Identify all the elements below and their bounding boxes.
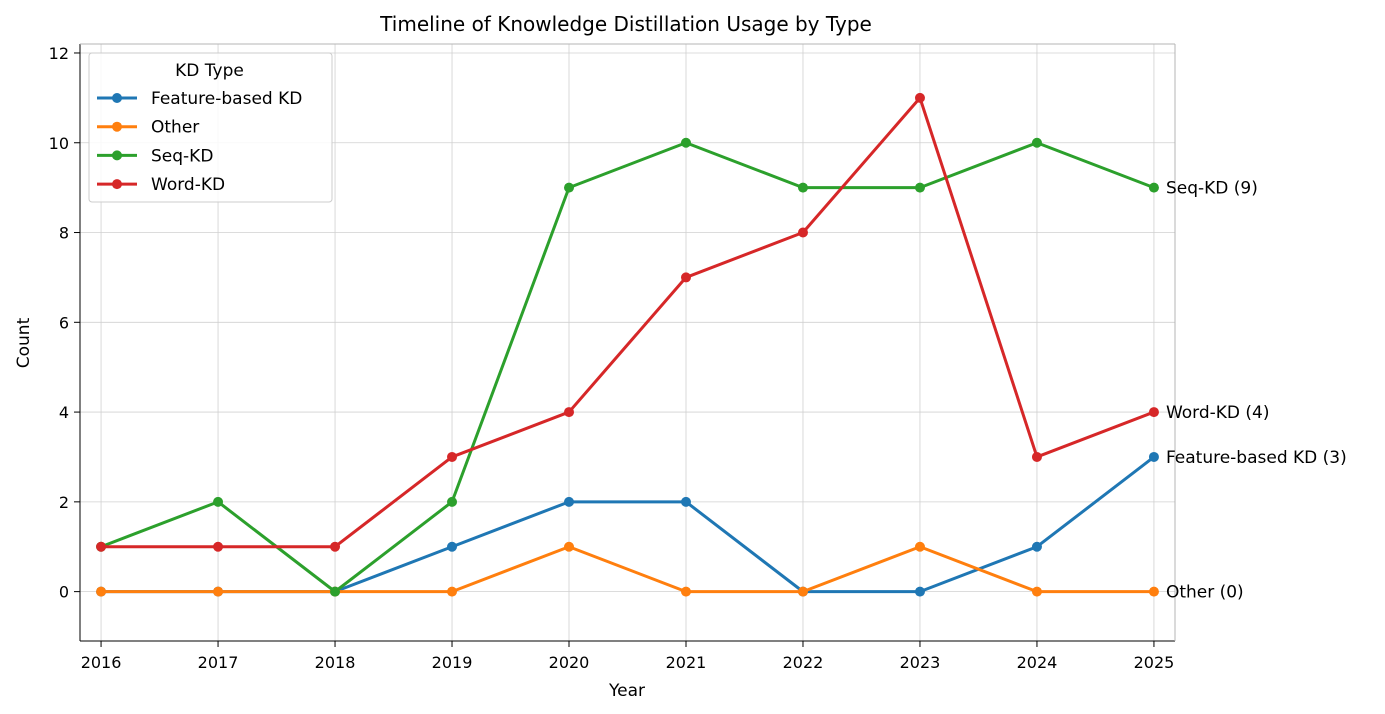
data-point — [96, 541, 107, 552]
data-point — [447, 496, 458, 507]
data-point — [447, 541, 458, 552]
data-point — [564, 541, 575, 552]
data-point — [1031, 451, 1042, 462]
y-tick-label: 2 — [59, 493, 69, 512]
end-label-word-kd: Word-KD (4) — [1166, 403, 1270, 423]
end-label-seq-kd: Seq-KD (9) — [1166, 179, 1258, 199]
series-other — [96, 541, 1159, 597]
end-labels: Feature-based KD (3) Other (0) Seq-KD (9) W… — [1166, 179, 1347, 603]
series-layer — [96, 92, 1159, 597]
axes: 2016 2017 2018 2019 2020 2021 2022 2023 2024 2025… — [49, 43, 1176, 672]
x-tick-label: 2016 — [81, 653, 122, 672]
data-point — [797, 182, 808, 193]
legend-swatch-marker — [112, 179, 122, 190]
data-point — [564, 407, 575, 418]
x-axis-label: Year — [608, 681, 645, 701]
data-point — [680, 272, 691, 283]
data-point — [914, 586, 925, 597]
data-point — [914, 541, 925, 552]
legend-item-other: Other — [97, 118, 199, 138]
x-tick-label: 2025 — [1134, 653, 1175, 672]
x-tick-label: 2022 — [783, 653, 824, 672]
data-point — [1031, 137, 1042, 148]
data-point — [447, 586, 458, 597]
series-word-kd — [96, 92, 1159, 552]
y-axis-label: Count — [14, 317, 34, 368]
x-tick-label: 2023 — [900, 653, 941, 672]
data-point — [680, 137, 691, 148]
legend-label: Seq-KD — [151, 146, 213, 166]
series-feature-based-kd — [96, 451, 1159, 597]
legend-label: Feature-based KD — [151, 89, 302, 109]
legend-item-feature-based-kd: Feature-based KD — [97, 89, 302, 109]
data-point — [447, 451, 458, 462]
series-seq-kd — [96, 137, 1159, 597]
x-tick-label: 2020 — [549, 653, 590, 672]
legend-box — [88, 52, 333, 203]
y-tick-label: 10 — [49, 134, 69, 153]
data-point — [96, 586, 107, 597]
legend-item-seq-kd: Seq-KD — [97, 146, 213, 166]
data-point — [330, 586, 341, 597]
data-point — [914, 92, 925, 103]
y-tick-label: 0 — [59, 583, 69, 602]
series-line — [99, 141, 1156, 594]
series-line — [99, 455, 1156, 594]
y-tick-label: 4 — [59, 403, 69, 422]
legend-label: Word-KD — [151, 175, 225, 195]
series-line — [99, 96, 1156, 549]
data-point — [213, 496, 224, 507]
data-point — [914, 182, 925, 193]
data-point — [797, 227, 808, 238]
data-point — [564, 496, 575, 507]
legend-swatch-marker — [112, 93, 122, 103]
y-tick-label: 8 — [59, 224, 69, 243]
x-tick-label: 2017 — [198, 653, 239, 672]
data-point — [564, 182, 575, 193]
data-point — [213, 541, 224, 552]
x-tick-label: 2021 — [666, 653, 707, 672]
legend-swatch-marker — [112, 121, 122, 132]
legend-title: KD Type — [175, 61, 244, 81]
data-point — [1148, 586, 1159, 597]
legend: KD Type Feature-based KD Other Seq-KD Word-K… — [88, 52, 333, 203]
x-tick-label: 2018 — [315, 653, 356, 672]
y-tick-label: 12 — [49, 44, 69, 63]
end-label-other: Other (0) — [1166, 583, 1244, 603]
chart-title: Timeline of Knowledge Distillation Usage… — [379, 12, 872, 36]
end-label-feature-based-kd: Feature-based KD (3) — [1166, 448, 1347, 468]
data-point — [1148, 451, 1159, 462]
y-tick-label: 6 — [59, 313, 69, 332]
data-point — [330, 541, 341, 552]
data-point — [1148, 182, 1159, 193]
data-point — [1031, 541, 1042, 552]
data-point — [680, 496, 691, 507]
data-point — [797, 586, 808, 597]
x-tick-label: 2019 — [432, 653, 473, 672]
series-line — [99, 545, 1156, 594]
data-point — [1148, 407, 1159, 418]
x-tick-label: 2024 — [1017, 653, 1058, 672]
data-point — [213, 586, 224, 597]
legend-swatch-marker — [112, 150, 122, 161]
data-point — [680, 586, 691, 597]
legend-item-word-kd: Word-KD — [97, 175, 225, 195]
legend-label: Other — [151, 118, 199, 138]
data-point — [1031, 586, 1042, 597]
